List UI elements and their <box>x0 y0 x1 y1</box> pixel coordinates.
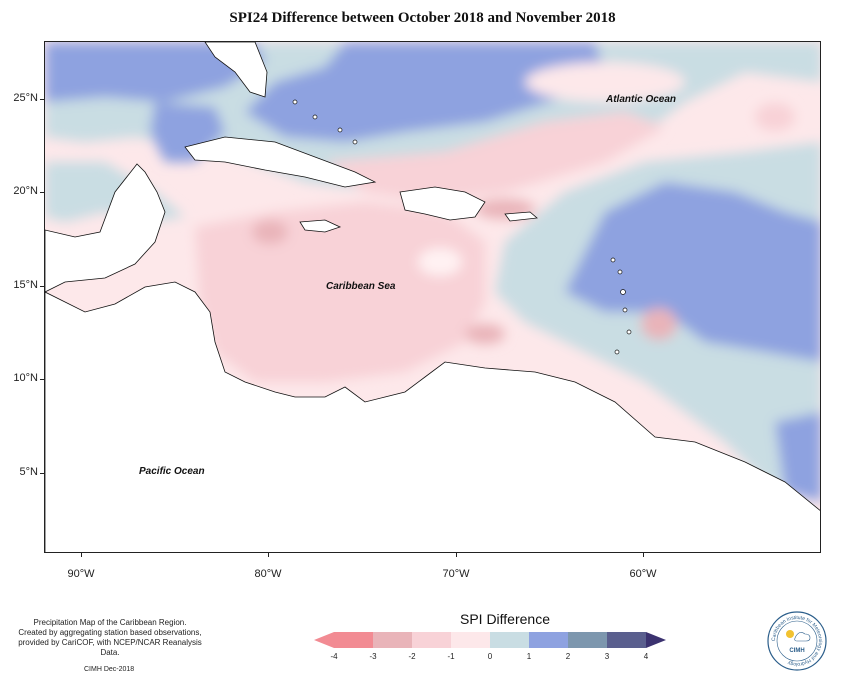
field-zone-1to2-north <box>245 42 605 142</box>
legend-tick-label: -4 <box>330 652 338 661</box>
legend-tick-label: 4 <box>643 652 649 661</box>
island <box>337 127 343 133</box>
ocean-label-atlantic: Atlantic Ocean <box>606 94 677 105</box>
small-islands <box>292 99 632 355</box>
lat-label-25n: 25°N <box>13 92 38 104</box>
lon-label-90w: 90°W <box>67 568 95 580</box>
lat-label-10n: 10°N <box>13 372 38 384</box>
field-zone-m1m2-band <box>325 112 665 202</box>
lat-label-5n: 5°N <box>19 466 38 478</box>
florida-land <box>204 42 268 98</box>
cimh-logo: Caribbean Institute for Meteorology and … <box>767 611 827 671</box>
field-spot-light-2 <box>525 62 685 102</box>
lon-label-60w: 60°W <box>629 568 657 580</box>
lat-label-20n: 20°N <box>13 185 38 197</box>
island <box>352 139 358 145</box>
field-zone-m1m2-central <box>195 202 485 382</box>
legend-swatch <box>373 632 412 648</box>
legend-tick-label: 0 <box>487 652 493 661</box>
cloud-icon <box>794 632 811 642</box>
legend-arrow-min <box>314 632 334 648</box>
field-zone-m2m3-antilles <box>641 308 677 340</box>
land-masses <box>45 42 820 552</box>
legend-tick-label: 1 <box>526 652 532 661</box>
legend-swatch <box>490 632 529 648</box>
legend-swatch <box>529 632 568 648</box>
credits-line-2: Created by aggregating station based obs… <box>18 628 202 637</box>
legend-swatches <box>314 632 666 648</box>
lat-tick <box>40 473 44 474</box>
island <box>626 329 632 335</box>
field-zone-m2m3-south <box>465 324 505 344</box>
lat-tick <box>40 286 44 287</box>
legend-colorbar <box>314 632 666 648</box>
cuba-land <box>184 136 377 188</box>
legend-swatch <box>607 632 646 648</box>
island <box>610 257 616 263</box>
legend-tick-label: -2 <box>408 652 416 661</box>
central-america-land <box>45 163 820 552</box>
legend-tick-label: -3 <box>369 652 377 661</box>
island <box>614 349 620 355</box>
legend-swatch <box>334 632 373 648</box>
map-canvas <box>44 41 821 553</box>
field-spot-light-3 <box>755 103 795 131</box>
legend-tick-label: 2 <box>565 652 571 661</box>
logo-abbr: CIMH <box>789 648 804 654</box>
lon-label-70w: 70°W <box>442 568 470 580</box>
island <box>312 114 318 120</box>
lon-tick <box>81 553 82 557</box>
sun-icon <box>786 630 794 638</box>
credits-line-3: provided by CariCOF, with NCEP/NCAR Rean… <box>18 638 202 657</box>
spi-field-svg <box>45 42 820 552</box>
field-zone-1to2-se <box>775 412 820 502</box>
credits-date: CIMH Dec-2018 <box>84 666 135 673</box>
lat-tick <box>40 99 44 100</box>
field-zone-1to2-nw <box>45 42 265 102</box>
lat-tick <box>40 192 44 193</box>
lat-label-15n: 15°N <box>13 279 38 291</box>
ocean-label-pacific: Pacific Ocean <box>139 466 205 477</box>
legend-tick-label: -1 <box>447 652 455 661</box>
ocean-label-caribbean: Caribbean Sea <box>326 281 396 292</box>
legend-swatch <box>568 632 607 648</box>
credits-line-1: Precipitation Map of the Caribbean Regio… <box>33 618 187 627</box>
legend-swatch <box>451 632 490 648</box>
field-zone-m2m3-jamaica <box>252 220 288 244</box>
legend-arrow-max <box>646 632 666 648</box>
lat-tick <box>40 379 44 380</box>
hispaniola-land <box>399 186 486 221</box>
legend-tick-label: 3 <box>604 652 610 661</box>
island <box>620 289 626 295</box>
lon-tick <box>268 553 269 557</box>
field-spot-light-1 <box>418 248 462 276</box>
lon-tick <box>643 553 644 557</box>
island <box>617 269 623 275</box>
island <box>292 99 298 105</box>
field-zone-1to2-east <box>565 182 820 362</box>
legend-title: SPI Difference <box>459 611 550 627</box>
lon-label-80w: 80°W <box>254 568 282 580</box>
jamaica-land <box>299 219 342 233</box>
lon-tick <box>456 553 457 557</box>
island <box>622 307 628 313</box>
puerto-rico-land <box>504 211 538 222</box>
credits-block: Precipitation Map of the Caribbean Regio… <box>10 618 210 658</box>
map-title: SPI24 Difference between October 2018 an… <box>229 10 616 26</box>
legend-swatch <box>412 632 451 648</box>
